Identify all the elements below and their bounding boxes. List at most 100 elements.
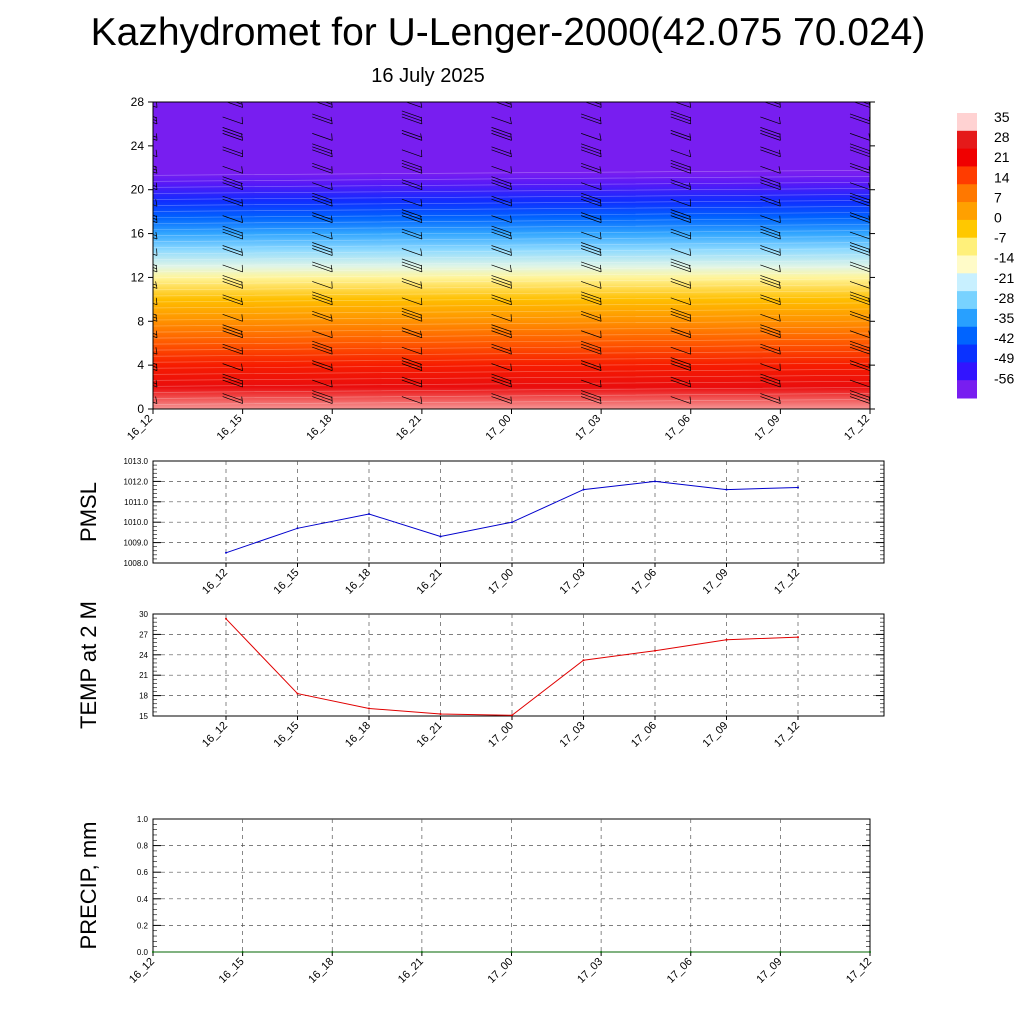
wind-barb xyxy=(222,313,243,322)
x-tick-label: 17_06 xyxy=(663,413,693,443)
wind-barb xyxy=(670,376,692,388)
wind-barb xyxy=(401,307,423,322)
wind-barb xyxy=(153,396,158,404)
wind-barb xyxy=(581,379,602,388)
wind-barb xyxy=(581,340,602,355)
wind-barb xyxy=(581,231,602,240)
wind-barb xyxy=(581,242,602,256)
wind-barb xyxy=(581,390,602,404)
wind-barb xyxy=(491,215,512,223)
data-point xyxy=(725,488,728,491)
wind-barb xyxy=(153,248,158,256)
colorbar-swatch xyxy=(957,148,977,167)
panel-frame xyxy=(152,460,885,564)
data-point xyxy=(689,951,692,953)
x-tick-label: 17_00 xyxy=(486,567,516,597)
colorbar-swatch xyxy=(957,273,977,292)
wind-barb xyxy=(494,102,512,108)
y-tick-label: 24 xyxy=(131,139,145,153)
colorbar-label: -14 xyxy=(994,250,1014,266)
wind-barb xyxy=(491,393,512,404)
wind-barb xyxy=(312,162,333,174)
y-tick-label: 27 xyxy=(139,630,148,639)
wind-barb xyxy=(312,182,333,191)
x-tick-label: 16_12 xyxy=(200,720,230,750)
colorbar-label: -56 xyxy=(994,370,1014,386)
y-tick-label: 15 xyxy=(139,712,148,721)
y-tick-label: 21 xyxy=(139,671,148,680)
wind-barb xyxy=(491,195,512,207)
wind-barb xyxy=(312,330,333,339)
wind-barb xyxy=(491,146,512,158)
wind-barb xyxy=(491,343,512,355)
wind-barb xyxy=(312,281,333,289)
wind-barb xyxy=(153,102,158,108)
y-tick-label: 1.0 xyxy=(137,815,149,824)
wind-barb xyxy=(670,179,692,191)
wind-barb xyxy=(153,313,158,322)
wind-barb xyxy=(153,232,158,240)
wind-barb xyxy=(760,195,781,207)
wind-barb xyxy=(670,209,692,223)
data-point xyxy=(654,649,656,652)
x-tick-label: 17_06 xyxy=(629,720,659,750)
x-tick-label: 17_03 xyxy=(558,720,588,750)
y-tick-label: 18 xyxy=(139,692,148,701)
wind-barb xyxy=(670,357,692,371)
wind-barb xyxy=(153,380,158,388)
wind-barb xyxy=(222,127,243,141)
data-point xyxy=(600,951,603,953)
wind-barb xyxy=(401,110,423,125)
wind-barb xyxy=(222,245,243,256)
wind-barb xyxy=(401,130,423,141)
data-point xyxy=(510,951,513,953)
wind-barb xyxy=(153,133,158,141)
colorbar-label: 7 xyxy=(994,189,1002,205)
wind-barb xyxy=(581,330,602,339)
x-tick-label: 17_06 xyxy=(665,956,695,986)
data-point xyxy=(439,535,442,538)
wind-barb xyxy=(670,130,692,141)
x-tick-label: 17_09 xyxy=(701,720,731,750)
colorbar-label: -35 xyxy=(994,310,1014,326)
data-point xyxy=(869,951,871,953)
x-tick-label: 17_03 xyxy=(575,956,605,986)
wind-barb xyxy=(222,373,243,388)
wind-barb xyxy=(670,228,692,240)
data-point xyxy=(779,951,782,953)
data-point xyxy=(152,951,154,953)
wind-barb xyxy=(581,310,602,322)
wind-barb xyxy=(491,313,512,322)
x-tick-label: 16_12 xyxy=(200,567,230,597)
data-point xyxy=(511,714,513,717)
panel-frame xyxy=(152,613,885,717)
colorbar-label: 0 xyxy=(994,210,1002,226)
wind-barb xyxy=(581,291,602,306)
wind-barb xyxy=(153,165,158,174)
colorbar-swatch xyxy=(957,202,977,221)
y-tick-label: 30 xyxy=(139,610,148,619)
wind-barb xyxy=(401,209,423,223)
y-tick-label: 16 xyxy=(131,227,145,241)
wind-barb xyxy=(153,116,158,125)
wind-barb xyxy=(491,363,512,371)
wind-barb xyxy=(581,143,602,158)
y-tick-label: 12 xyxy=(131,270,145,284)
wind-barb xyxy=(312,242,333,256)
wind-barb xyxy=(760,225,781,240)
colorbar-swatch xyxy=(957,219,977,239)
wind-barb xyxy=(312,291,333,306)
colorbar-swatch xyxy=(957,130,977,150)
wind-barb xyxy=(401,149,423,158)
wind-barb xyxy=(401,346,423,355)
wind-barb xyxy=(760,165,781,174)
y-tick-label: 1008.0 xyxy=(124,559,149,568)
wind-barb xyxy=(491,264,512,273)
wind-barb xyxy=(222,116,243,125)
wind-barb xyxy=(312,212,333,223)
chart-title: Kazhydromet for U-Lenger-2000(42.075 70.… xyxy=(90,11,926,54)
colorbar-label: -7 xyxy=(994,230,1007,246)
x-tick-label: 16_18 xyxy=(306,956,336,986)
data-point xyxy=(241,951,244,953)
colorbar-swatch xyxy=(957,380,977,399)
